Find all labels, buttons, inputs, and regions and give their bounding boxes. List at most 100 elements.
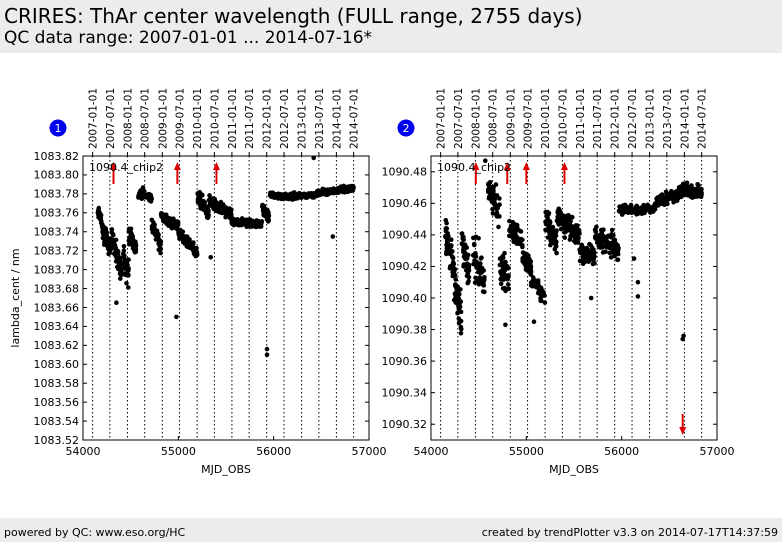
- data-point: [514, 222, 520, 228]
- data-point: [266, 216, 271, 222]
- plot-frame: [82, 155, 370, 441]
- data-point: [507, 227, 512, 232]
- data-point: [169, 223, 174, 229]
- data-point: [548, 238, 553, 244]
- panel-number-label: 1: [55, 122, 62, 135]
- y-tick-label: 1083.72: [34, 244, 80, 257]
- data-point: [315, 189, 320, 195]
- data-point: [189, 245, 195, 251]
- date-tick-label: 2010-01-01: [540, 88, 552, 149]
- data-point: [545, 221, 550, 227]
- data-point: [453, 277, 459, 282]
- data-point: [558, 226, 564, 232]
- data-point: [213, 208, 219, 214]
- data-point: [160, 213, 165, 219]
- data-point: [127, 236, 132, 241]
- data-point: [450, 260, 456, 265]
- data-point: [117, 266, 123, 271]
- outlier-point: [588, 295, 594, 301]
- date-tick-label: 2008-07-01: [488, 88, 500, 149]
- outlier-point: [330, 234, 336, 239]
- data-point: [260, 203, 266, 209]
- data-point: [697, 192, 703, 197]
- date-tick-label: 2009-07-01: [175, 88, 187, 149]
- data-point: [523, 267, 529, 272]
- outlier-point: [635, 279, 641, 285]
- data-point: [669, 188, 674, 194]
- data-point: [554, 228, 559, 233]
- data-point: [606, 240, 612, 246]
- data-point: [609, 227, 615, 233]
- data-point: [471, 241, 477, 247]
- data-point: [193, 248, 199, 253]
- panel-annotation: 1090.4_chip2: [437, 161, 511, 174]
- outlier-point: [114, 300, 119, 306]
- data-point: [590, 257, 596, 262]
- data-point: [579, 248, 585, 254]
- data-point: [538, 298, 543, 304]
- data-point: [686, 190, 692, 195]
- data-point: [461, 254, 467, 259]
- data-point: [520, 242, 525, 248]
- data-point: [602, 237, 607, 243]
- data-point: [511, 225, 516, 231]
- data-point: [109, 237, 115, 243]
- x-tick-label: 56000: [256, 445, 291, 458]
- data-point: [547, 231, 552, 236]
- y-tick-label: 1090.48: [382, 166, 428, 179]
- date-tick-label: 2009-01-01: [505, 88, 517, 149]
- outlier-point: [264, 346, 270, 352]
- data-point: [527, 270, 532, 275]
- data-point: [443, 233, 448, 239]
- data-point: [200, 204, 205, 209]
- up-arrow-icon: [522, 162, 530, 170]
- data-point: [693, 192, 698, 197]
- data-point: [562, 235, 568, 240]
- data-point: [671, 195, 677, 200]
- data-point: [459, 231, 465, 237]
- data-point: [96, 205, 102, 211]
- date-tick-label: 2009-07-01: [523, 88, 535, 149]
- data-point: [497, 196, 502, 201]
- date-tick-label: 2009-01-01: [157, 88, 169, 149]
- data-point: [151, 223, 157, 229]
- up-arrow-icon: [472, 162, 480, 170]
- outlier-point: [264, 352, 270, 358]
- data-points: [443, 158, 704, 342]
- scatter-panel-2: 2007-01-01 2007-07-01 2008-01-01 2008-07-01…: [382, 88, 735, 476]
- data-point: [591, 247, 596, 252]
- x-tick-label: 55000: [161, 445, 196, 458]
- data-point: [140, 185, 146, 190]
- data-point: [452, 266, 458, 272]
- data-point: [462, 242, 468, 247]
- x-axis-label: MJD_OBS: [201, 463, 251, 476]
- data-point: [569, 224, 575, 229]
- data-point: [456, 287, 461, 292]
- data-point: [109, 246, 115, 251]
- data-point: [453, 300, 459, 305]
- date-tick-label: 2013-01-01: [645, 88, 657, 149]
- y-tick-label: 1090.34: [382, 386, 428, 399]
- data-point: [132, 248, 137, 254]
- data-point: [556, 221, 561, 227]
- data-point: [176, 233, 182, 238]
- data-point: [477, 279, 483, 284]
- data-point: [521, 254, 527, 260]
- data-point: [609, 232, 614, 237]
- data-point: [207, 193, 212, 198]
- footer-created-by: created by trendPlotter v3.3 on 2014-07-…: [481, 526, 778, 539]
- data-point: [325, 188, 330, 194]
- data-point: [121, 254, 126, 260]
- data-point: [580, 254, 586, 260]
- data-point: [655, 195, 660, 200]
- panel-annotation: 1090.4_chip2: [89, 161, 163, 174]
- data-point: [684, 180, 690, 186]
- data-point: [563, 220, 569, 225]
- outlier-point: [631, 256, 637, 261]
- data-point: [457, 305, 462, 310]
- data-point: [555, 215, 561, 220]
- date-tick-label: 2011-07-01: [244, 88, 256, 149]
- up-arrow-icon: [173, 162, 181, 170]
- data-point: [573, 240, 578, 245]
- data-point: [158, 246, 163, 252]
